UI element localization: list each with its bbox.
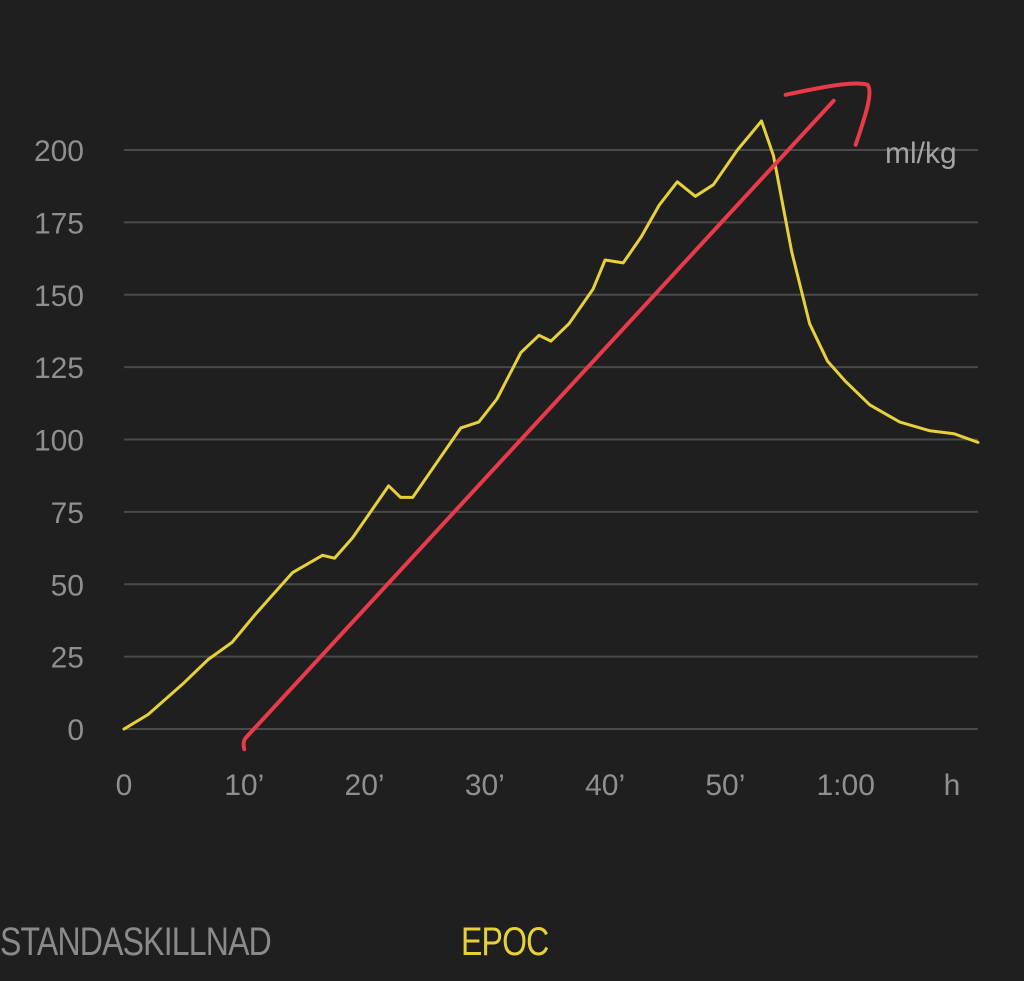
y-tick-label: 100 bbox=[34, 425, 84, 458]
y-tick-labels: 0 25 50 75 100 125 150 175 200 bbox=[34, 135, 84, 747]
y-unit-label: ml/kg bbox=[885, 137, 957, 170]
y-tick-label: 150 bbox=[34, 280, 84, 313]
x-tick-label: 20’ bbox=[345, 769, 385, 802]
y-tick-label: 175 bbox=[34, 207, 84, 240]
y-tick-label: 0 bbox=[67, 714, 84, 747]
grid-lines bbox=[124, 149, 978, 730]
x-tick-label: 40’ bbox=[585, 769, 625, 802]
y-tick-label: 25 bbox=[51, 642, 84, 675]
y-tick-label: 200 bbox=[34, 135, 84, 168]
y-tick-label: 50 bbox=[51, 569, 84, 602]
x-tick-label: 0 bbox=[116, 769, 133, 802]
red-trend-arrow-annotation bbox=[241, 81, 872, 752]
tab-standaskillnad[interactable]: STANDASKILLNAD bbox=[0, 920, 272, 964]
tab-epoc[interactable]: EPOC bbox=[461, 920, 549, 964]
y-tick-label: 75 bbox=[51, 497, 84, 530]
epoc-series-line bbox=[122, 119, 980, 731]
x-tick-labels: 0 10’ 20’ 30’ 40’ 50’ 1:00 bbox=[116, 769, 875, 802]
x-tick-label: 50’ bbox=[705, 769, 745, 802]
x-unit-label: h bbox=[944, 769, 961, 802]
x-tick-label: 1:00 bbox=[816, 769, 874, 802]
x-tick-label: 30’ bbox=[465, 769, 505, 802]
tab-bar: STANDASKILLNAD EPOC bbox=[0, 912, 1024, 972]
y-tick-label: 125 bbox=[34, 352, 84, 385]
x-tick-label: 10’ bbox=[224, 769, 264, 802]
